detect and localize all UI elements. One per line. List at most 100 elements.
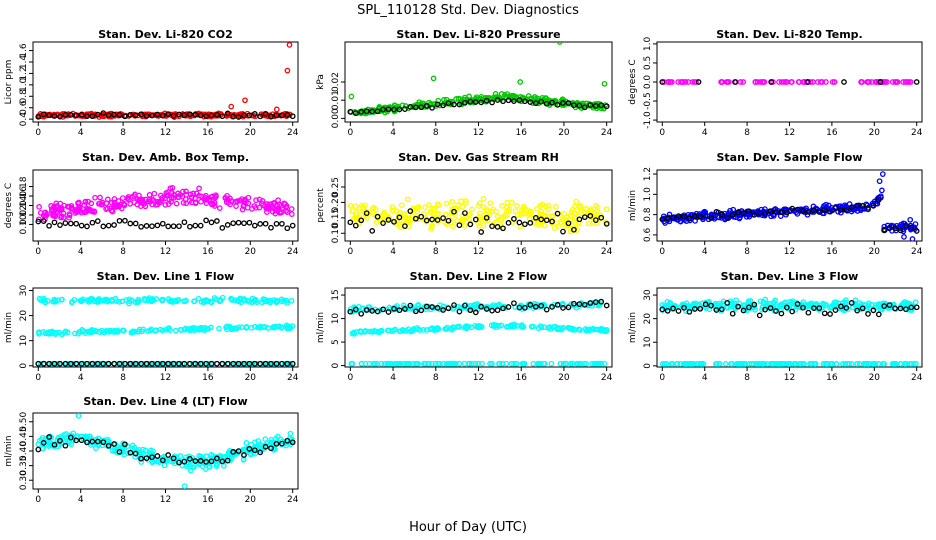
data-point (73, 437, 80, 444)
data-point (892, 305, 898, 312)
data-point (385, 309, 392, 315)
y-tick-label: 0 (643, 363, 653, 369)
data-point (603, 206, 610, 213)
panel-title: Stan. Dev. Line 2 Flow (410, 270, 548, 283)
data-point (556, 42, 563, 45)
data-point (689, 79, 696, 85)
data-point (42, 209, 49, 216)
data-point (410, 327, 417, 334)
data-point (86, 329, 93, 335)
data-point (877, 79, 884, 85)
data-point (391, 218, 397, 225)
x-tick-label: 16 (202, 247, 214, 257)
data-point (36, 204, 42, 210)
data-point (214, 111, 220, 118)
data-point (403, 327, 409, 334)
data-point (412, 104, 419, 111)
data-point (88, 200, 95, 207)
data-point (251, 297, 258, 304)
x-tick-label: 24 (287, 128, 299, 138)
data-point (549, 218, 555, 225)
data-point (208, 299, 215, 306)
x-tick-label: 0 (35, 495, 41, 505)
data-point (219, 113, 226, 120)
data-point (445, 305, 452, 312)
data-point (776, 361, 783, 367)
data-point (369, 108, 376, 115)
data-point (577, 327, 583, 333)
data-point (196, 185, 202, 192)
data-point (434, 101, 441, 108)
data-point (116, 360, 123, 367)
x-tick-label: 8 (120, 128, 126, 138)
data-point (489, 307, 495, 314)
data-point (125, 196, 132, 203)
data-point (598, 214, 605, 221)
data-point (467, 221, 474, 228)
data-point (358, 109, 365, 115)
data-point (417, 327, 423, 333)
data-point (789, 79, 795, 85)
data-point (593, 202, 599, 209)
data-point (153, 327, 159, 334)
data-point (811, 207, 817, 214)
data-point (732, 79, 738, 85)
data-point (484, 217, 491, 224)
data-point (273, 360, 280, 367)
data-point (429, 222, 436, 229)
data-point (745, 298, 752, 304)
figure-title: SPL_110128 Std. Dev. Diagnostics (357, 3, 579, 18)
data-point (502, 305, 509, 311)
y-tick-label: 0.01 (331, 90, 341, 110)
x-tick-label: 16 (826, 247, 838, 257)
data-point (202, 466, 209, 472)
data-point (489, 360, 495, 367)
x-tick-label: 24 (601, 247, 613, 257)
data-point (697, 305, 704, 312)
data-point (36, 330, 42, 337)
data-point (913, 304, 920, 311)
data-point (429, 216, 435, 223)
data-point (370, 209, 376, 215)
x-tick-label: 16 (826, 373, 838, 383)
data-point (165, 111, 172, 117)
data-point (557, 360, 564, 367)
data-point (675, 213, 682, 219)
data-point (537, 211, 544, 217)
data-point (530, 360, 537, 367)
data-point (219, 225, 226, 231)
data-point (159, 457, 166, 464)
data-point (257, 360, 264, 367)
data-point (62, 220, 69, 226)
y-tick-label: 30 (19, 285, 29, 297)
data-point (499, 203, 505, 209)
data-point (111, 360, 117, 367)
data-point (768, 79, 775, 85)
data-point (92, 194, 98, 201)
data-point (273, 207, 279, 214)
data-point (145, 198, 152, 205)
data-point (859, 203, 866, 209)
data-point (601, 80, 608, 87)
data-point (380, 306, 386, 313)
data-point (157, 360, 164, 367)
data-point (42, 299, 49, 306)
data-point (536, 360, 542, 367)
x-tick-label: 16 (515, 373, 527, 383)
data-point (434, 305, 441, 311)
data-point (289, 113, 296, 120)
data-point (127, 449, 134, 456)
data-point (108, 207, 115, 214)
data-point (349, 330, 356, 337)
data-point (217, 297, 224, 304)
x-tick-label: 24 (601, 373, 613, 383)
data-point (469, 206, 475, 213)
panel-5: Stan. Dev. Sample Flow 0 4 8 12 16 20 24 0.6 0.8 1… (628, 151, 923, 257)
data-point (153, 296, 160, 302)
data-point (827, 311, 833, 317)
data-point (159, 220, 166, 227)
panel-title: Stan. Dev. Li-820 CO2 (98, 28, 233, 41)
data-point (794, 206, 801, 213)
data-point (257, 221, 264, 227)
data-point (384, 360, 391, 367)
